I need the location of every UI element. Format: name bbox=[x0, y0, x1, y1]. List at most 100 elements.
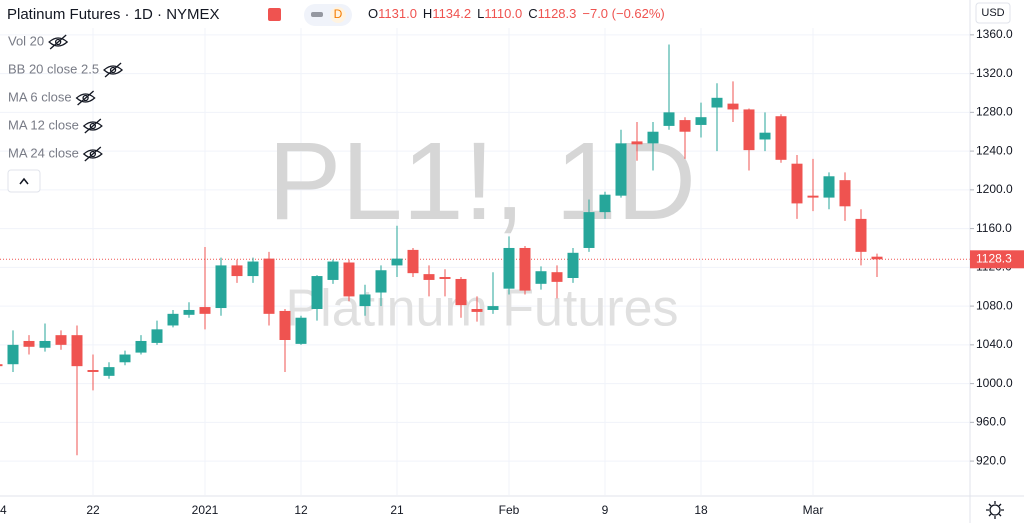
y-tick-label: 960.0 bbox=[976, 415, 1006, 429]
candle-body bbox=[423, 274, 435, 280]
ohlc-values: O1131.0 H1134.2 L1110.0 C1128.3 −7.0 (−0.62%… bbox=[368, 6, 665, 21]
candle-body bbox=[407, 249, 419, 274]
y-tick-label: 1360.0 bbox=[976, 27, 1013, 41]
watermark-symbol: PL1!, 1D bbox=[268, 120, 696, 243]
candle-body bbox=[295, 317, 307, 344]
collapse-button[interactable] bbox=[7, 169, 41, 193]
x-tick-label: Feb bbox=[499, 503, 520, 517]
header: Platinum Futures · 1D · NYMEX D O1131.0 H… bbox=[7, 4, 665, 26]
settings-icon[interactable] bbox=[986, 501, 1004, 519]
candle-body bbox=[391, 258, 403, 266]
candle-body bbox=[855, 218, 867, 252]
y-tick-label: 1080.0 bbox=[976, 298, 1013, 312]
ohlc-key: L bbox=[477, 6, 484, 21]
candle-body bbox=[7, 344, 19, 365]
x-tick-label: Mar bbox=[803, 503, 824, 517]
slash bbox=[104, 62, 122, 78]
candles bbox=[0, 44, 970, 456]
hide-icon[interactable] bbox=[48, 34, 69, 50]
indicator-label: BB 20 close 2.5 bbox=[8, 61, 99, 76]
candle-body bbox=[327, 261, 339, 280]
currency-label: USD bbox=[981, 7, 1004, 19]
currency-button[interactable] bbox=[975, 2, 1011, 24]
hide-icon[interactable] bbox=[103, 62, 124, 78]
hide-icon[interactable] bbox=[82, 146, 103, 162]
interval-badge: D bbox=[334, 7, 343, 21]
candle-body bbox=[135, 340, 147, 353]
y-tick-label: 1320.0 bbox=[976, 66, 1013, 80]
candle-body bbox=[807, 195, 819, 198]
pupil bbox=[82, 94, 89, 102]
badge bbox=[330, 7, 346, 23]
y-tick-label: 1160.0 bbox=[976, 221, 1012, 235]
candle-body bbox=[151, 329, 163, 343]
candle-body bbox=[23, 340, 35, 347]
candle-body bbox=[615, 143, 627, 196]
indicator-label: MA 24 close bbox=[8, 145, 79, 160]
candle-body bbox=[0, 364, 3, 367]
candle-body bbox=[167, 313, 179, 326]
candle-body bbox=[183, 309, 195, 315]
x-tick-label: 22 bbox=[86, 503, 100, 517]
candle-body bbox=[343, 262, 355, 297]
candle-body bbox=[599, 194, 611, 213]
candle-body bbox=[71, 335, 83, 367]
candle-body bbox=[503, 247, 515, 289]
slash bbox=[49, 34, 67, 50]
candle-body bbox=[727, 103, 739, 110]
indicator-label: Vol 20 bbox=[8, 33, 44, 48]
candle-body bbox=[823, 176, 835, 198]
x-tick-label: 21 bbox=[390, 503, 404, 517]
symbol-title: Platinum Futures · 1D · NYMEX bbox=[7, 6, 220, 23]
indicator-label: MA 12 close bbox=[8, 117, 79, 132]
x-tick-label: 12 bbox=[294, 503, 308, 517]
flag-icon[interactable] bbox=[268, 8, 281, 21]
candle-body bbox=[311, 276, 323, 309]
candle-body bbox=[663, 112, 675, 126]
candle-body bbox=[279, 310, 291, 340]
candle-body bbox=[535, 271, 547, 284]
candle-body bbox=[567, 252, 579, 278]
candle-body bbox=[583, 212, 595, 248]
candle-body bbox=[199, 307, 211, 314]
ohlc-key: C bbox=[528, 6, 537, 21]
ohlc-value: 1128.3 bbox=[538, 6, 577, 21]
candle-body bbox=[375, 270, 387, 293]
candle-body bbox=[119, 354, 131, 363]
pupil bbox=[89, 150, 96, 158]
candle-body bbox=[695, 117, 707, 125]
candle-body bbox=[215, 265, 227, 309]
indicator-label: MA 6 close bbox=[8, 89, 72, 104]
pupil bbox=[55, 38, 62, 46]
y-tick-label: 1200.0 bbox=[976, 182, 1013, 196]
last-price-box bbox=[970, 250, 1024, 269]
candle-body bbox=[455, 278, 467, 306]
candle-body bbox=[871, 256, 883, 260]
y-tick-label: 1240.0 bbox=[976, 143, 1013, 157]
candle-body bbox=[263, 258, 275, 314]
candle-body bbox=[647, 131, 659, 144]
last-price-label: 1128.3 bbox=[976, 251, 1012, 265]
candle-body bbox=[439, 277, 451, 279]
ohlc-value: 1110.0 bbox=[484, 6, 522, 21]
hide-icon[interactable] bbox=[82, 118, 103, 134]
y-tick-label: 1280.0 bbox=[976, 105, 1013, 119]
pupil bbox=[109, 66, 117, 74]
candle-body bbox=[103, 367, 115, 376]
ohlc-value: 1134.2 bbox=[432, 6, 471, 21]
status-icon bbox=[311, 12, 323, 17]
x-tick-label: 2021 bbox=[192, 503, 219, 517]
pupil bbox=[89, 122, 96, 130]
y-tick-label: 920.0 bbox=[976, 453, 1006, 467]
candle-body bbox=[679, 120, 691, 132]
hide-icon[interactable] bbox=[75, 90, 96, 106]
y-tick-label: 1040.0 bbox=[976, 337, 1013, 351]
candle-body bbox=[39, 340, 51, 348]
candle-body bbox=[471, 309, 483, 312]
y-tick-label: 1000.0 bbox=[976, 376, 1013, 390]
candle-body bbox=[231, 265, 243, 277]
ohlc-change: −7.0 (−0.62%) bbox=[582, 6, 664, 21]
axes: 920.0960.01000.01040.01080.01120.01160.0… bbox=[0, 27, 1024, 517]
candle-body bbox=[631, 141, 643, 145]
